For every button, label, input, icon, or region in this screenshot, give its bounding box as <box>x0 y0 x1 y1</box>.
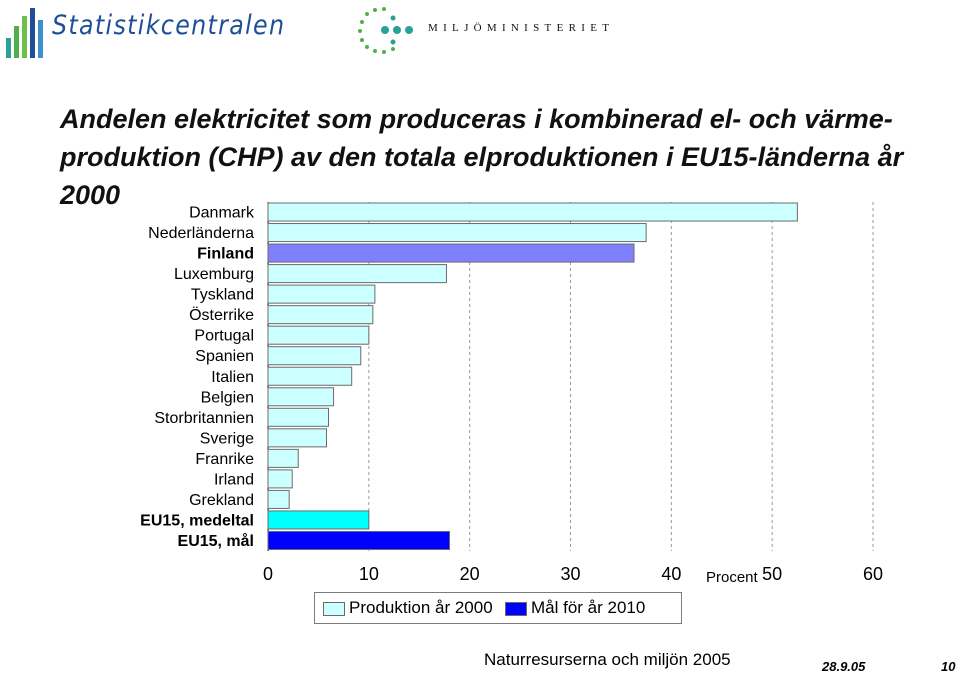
legend-swatch-target <box>505 602 527 616</box>
x-tick-label: 20 <box>460 564 480 584</box>
bar <box>267 530 450 550</box>
chart-title: Andelen elektricitet som produceras i ko… <box>60 104 904 210</box>
miljoministeriet-logo-text: MILJÖMINISTERIET <box>428 22 615 34</box>
bar <box>267 243 635 263</box>
category-label: Sverige <box>200 430 254 447</box>
bar <box>267 305 374 325</box>
bar <box>267 264 447 284</box>
legend: Produktion år 2000 Mål för år 2010 <box>314 592 682 624</box>
x-tick-label: 50 <box>762 564 782 584</box>
category-label: Österrike <box>189 306 254 324</box>
statistikcentralen-logo <box>6 8 268 58</box>
category-label: Luxemburg <box>174 266 254 283</box>
category-label: Italien <box>211 369 254 386</box>
category-label: Franrike <box>195 451 254 468</box>
category-label: Grekland <box>189 492 254 509</box>
page-number: 10 <box>941 659 956 674</box>
bar <box>267 223 647 243</box>
statistikcentralen-logo-text: Statistikcentralen <box>52 10 286 41</box>
category-label: Nederländerna <box>148 225 254 242</box>
category-label: Irland <box>214 471 254 488</box>
category-label: Storbritannien <box>154 410 254 427</box>
bar <box>267 510 370 530</box>
category-label: Tyskland <box>191 287 254 304</box>
category-label: Spanien <box>195 348 254 365</box>
bar <box>267 346 362 366</box>
x-tick-label: 40 <box>661 564 681 584</box>
bar <box>267 366 353 386</box>
category-label: Belgien <box>201 389 254 406</box>
bar <box>267 489 290 509</box>
x-tick-label: 60 <box>863 564 883 584</box>
category-label: Finland <box>197 246 254 263</box>
category-label: Danmark <box>189 205 255 222</box>
footer-date: 28.9.05 <box>822 659 866 674</box>
miljoministeriet-logo-icon <box>355 4 415 56</box>
statistikcentralen-logo-icon <box>6 8 43 58</box>
legend-label-production: Produktion år 2000 <box>349 598 493 617</box>
x-axis-label: Procent <box>706 569 759 586</box>
bar <box>267 325 370 345</box>
bar <box>267 284 376 304</box>
category-label: EU15, mål <box>178 532 254 550</box>
legend-swatch-production <box>323 602 345 616</box>
x-tick-label: 30 <box>560 564 580 584</box>
bar <box>267 448 299 468</box>
bar <box>267 469 293 489</box>
legend-label-target: Mål för år 2010 <box>531 598 646 617</box>
category-label: EU15, medeltal <box>140 512 254 529</box>
bar <box>267 202 798 222</box>
bar <box>267 428 327 448</box>
x-tick-label: 10 <box>359 564 379 584</box>
category-label: Portugal <box>194 328 254 345</box>
x-tick-label: 0 <box>263 564 273 584</box>
bar <box>267 407 329 427</box>
bar <box>267 387 335 407</box>
footer-source: Naturresurserna och miljön 2005 <box>484 650 731 669</box>
